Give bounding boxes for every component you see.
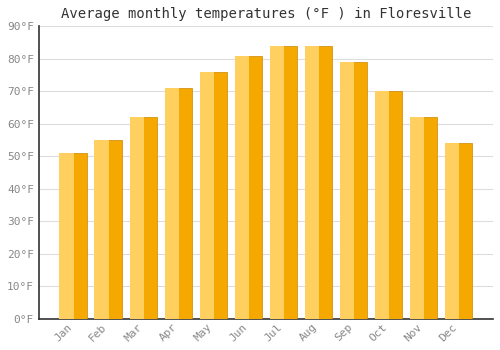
- Bar: [94, 140, 109, 319]
- Bar: [446, 143, 472, 319]
- Bar: [340, 62, 354, 319]
- Bar: [341, 62, 367, 319]
- Bar: [375, 91, 389, 319]
- Bar: [445, 143, 460, 319]
- Bar: [61, 153, 87, 319]
- Bar: [271, 46, 297, 319]
- Bar: [376, 91, 402, 319]
- Bar: [96, 140, 122, 319]
- Bar: [60, 153, 74, 319]
- Bar: [411, 117, 438, 319]
- Bar: [130, 117, 144, 319]
- Bar: [270, 46, 284, 319]
- Bar: [304, 46, 319, 319]
- Bar: [201, 72, 227, 319]
- Bar: [164, 88, 179, 319]
- Bar: [410, 117, 424, 319]
- Title: Average monthly temperatures (°F ) in Floresville: Average monthly temperatures (°F ) in Fl…: [60, 7, 471, 21]
- Bar: [234, 56, 249, 319]
- Bar: [200, 72, 214, 319]
- Bar: [166, 88, 192, 319]
- Bar: [131, 117, 157, 319]
- Bar: [306, 46, 332, 319]
- Bar: [236, 56, 262, 319]
